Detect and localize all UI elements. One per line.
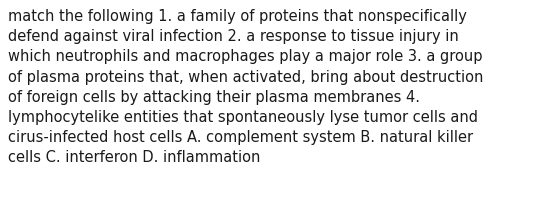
Text: match the following 1. a family of proteins that nonspecifically
defend against : match the following 1. a family of prote… [8, 9, 483, 165]
